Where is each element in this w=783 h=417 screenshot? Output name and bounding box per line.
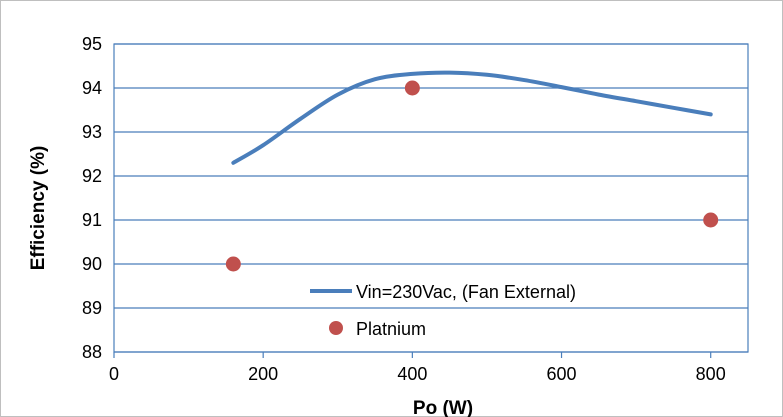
gridlines: [113, 43, 748, 358]
x-tick-label-0: 0: [109, 364, 119, 384]
data-point-platnium-1: [404, 80, 420, 96]
plot-area: [113, 43, 749, 353]
x-tick-label-4: 800: [696, 364, 726, 384]
data-point-platnium-0: [225, 256, 241, 272]
legend-marker-swatch: [329, 321, 343, 335]
series-line-fan-external: [231, 70, 713, 165]
legend: Vin=230Vac, (Fan External) Platnium: [310, 282, 576, 339]
plot-border: [113, 43, 749, 353]
legend-label-marker: Platnium: [356, 319, 426, 339]
y-tick-label-5: 93: [82, 122, 102, 142]
y-tick-label-2: 90: [82, 254, 102, 274]
legend-label-line: Vin=230Vac, (Fan External): [356, 282, 576, 302]
y-axis-title: Efficiency (%): [28, 146, 49, 271]
x-tick-label-3: 600: [547, 364, 577, 384]
data-point-platnium-2: [703, 212, 719, 228]
y-tick-label-6: 94: [82, 78, 102, 98]
x-axis-title: Po (W): [413, 398, 473, 417]
tick-labels: 88 89 90 91 92 93 94 95 0 200 400 600 800: [82, 34, 726, 384]
y-tick-label-3: 91: [82, 210, 102, 230]
y-tick-label-7: 95: [82, 34, 102, 54]
y-tick-label-4: 92: [82, 166, 102, 186]
y-tick-label-1: 89: [82, 298, 102, 318]
x-tick-label-2: 400: [397, 364, 427, 384]
series-layer: [225, 70, 719, 272]
y-tick-label-0: 88: [82, 342, 102, 362]
x-tick-label-1: 200: [248, 364, 278, 384]
